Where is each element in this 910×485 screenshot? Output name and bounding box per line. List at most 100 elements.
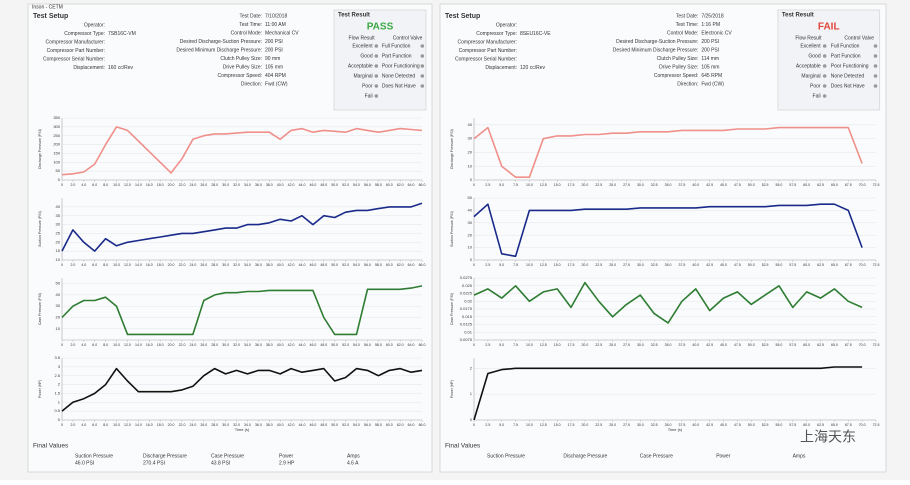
x-tick-label: 4.0 [81,423,86,427]
x-tick-label: 38.0 [266,423,273,427]
x-tick-label: 17.5 [568,423,575,427]
x-tick-label: 25.0 [609,183,616,187]
x-tick-label: 5.0 [499,183,504,187]
x-tick-label: 20.0 [168,423,175,427]
valve-indicator [873,74,878,78]
x-tick-label: 32.0 [233,343,240,347]
result-verdict: FAIL [818,22,840,33]
valve-indicator [873,44,878,48]
y-tick-label: 0.0175 [460,306,473,311]
x-tick-label: 26.0 [200,183,207,187]
x-tick-label: 20.0 [581,183,588,187]
x-tick-label: 60.0 [386,263,393,267]
setup-label: Direction: [241,81,262,87]
y-axis-label: Power (HP) [38,380,42,398]
valve-option: Part Function [382,53,412,59]
x-tick-label: 8.0 [103,183,108,187]
x-tick-label: 7.5 [513,423,518,427]
setup-label: Operator: [84,22,105,28]
result-verdict: PASS [367,22,394,33]
x-tick-label: 72.5 [873,183,880,187]
x-tick-label: 40.0 [692,343,699,347]
valve-indicator [420,74,425,78]
x-tick-label: 50.0 [748,263,755,267]
x-tick-label: 52.5 [762,263,769,267]
setup-label: Compressor Manufacturer: [458,39,517,45]
y-tick-label: 0 [470,257,473,262]
valve-indicator [420,54,425,58]
setup-value: Mechanical CV [265,30,299,36]
x-tick-label: 72.5 [873,343,880,347]
flow-option: Acceptable [796,63,821,69]
x-tick-label: 27.5 [623,183,630,187]
setup-label: Drive Pulley Size: [659,64,698,70]
x-tick-label: 6.0 [92,423,97,427]
y-tick-label: 50 [56,281,61,286]
x-tick-label: 6.0 [92,263,97,267]
x-tick-label: 12.5 [540,183,547,187]
x-tick-label: 34.0 [244,263,251,267]
valve-option: Does Not Have [382,83,416,89]
x-tick-label: 67.5 [845,263,852,267]
x-tick-label: 24.0 [190,343,197,347]
x-tick-label: 47.5 [734,423,741,427]
setup-label: Clutch Pulley Size: [657,56,699,62]
setup-label: Displacement: [73,65,105,71]
x-tick-label: 20.0 [168,183,175,187]
x-tick-label: 30.0 [222,343,229,347]
x-tick-label: 12.0 [124,263,131,267]
x-tick-label: 54.0 [353,183,360,187]
x-tick-label: 5.0 [499,423,504,427]
x-tick-label: 62.0 [397,183,404,187]
x-tick-label: 58.0 [375,263,382,267]
x-tick-label: 42.0 [288,343,295,347]
setup-value: 120 cc/Rev [520,65,546,71]
x-tick-label: 20.0 [168,343,175,347]
setup-label: Compressor Type: [476,31,517,37]
x-tick-label: 50.0 [748,183,755,187]
x-tick-label: 45.0 [720,423,727,427]
x-tick-label: 57.5 [789,263,796,267]
x-tick-label: 50.0 [748,423,755,427]
data-line [61,367,423,412]
x-tick-label: 32.5 [651,343,658,347]
x-tick-label: 37.5 [679,263,686,267]
flow-option: Poor [362,83,373,89]
x-tick-label: 60.0 [803,263,810,267]
x-tick-label: 65.0 [831,343,838,347]
x-tick-label: 32.0 [233,423,240,427]
x-tick-label: 4.0 [81,343,86,347]
x-tick-label: 60.0 [386,423,393,427]
x-tick-label: 54.0 [353,263,360,267]
setup-label: Test Date: [239,13,262,19]
flow-title: Flow Result [349,35,376,41]
x-tick-label: 18.0 [157,183,164,187]
final-label: Case Pressure [640,453,673,459]
x-tick-label: 40.0 [692,423,699,427]
flow-option: Acceptable [348,63,373,69]
window-title: Inson - CETM [32,4,63,10]
setup-value: 404 RPM [265,73,286,79]
x-tick-label: 46.0 [310,343,317,347]
y-tick-label: 0.01 [464,329,473,334]
x-tick-label: 5.0 [499,343,504,347]
x-tick-label: 56.0 [364,183,371,187]
y-tick-label: 20 [56,315,61,320]
x-tick-label: 14.0 [135,343,142,347]
setup-label: Desired Discharge-Suction Pressure: [180,39,262,45]
y-tick-label: 2 [58,382,61,387]
flow-option: Marginal [801,73,820,79]
x-tick-label: 34.0 [244,423,251,427]
x-tick-label: 64.0 [408,183,415,187]
x-tick-label: 10.0 [113,343,120,347]
setup-label: Control Mode: [667,30,698,36]
y-tick-label: 3.5 [54,355,60,360]
x-tick-label: 22.0 [179,343,186,347]
y-tick-label: 50 [56,168,61,173]
final-label: Case Pressure [211,453,244,459]
y-tick-label: 10 [468,163,473,168]
final-value: 2.9 HP [279,460,295,466]
final-label: Discharge Pressure [143,453,187,459]
x-tick-label: 26.0 [200,423,207,427]
